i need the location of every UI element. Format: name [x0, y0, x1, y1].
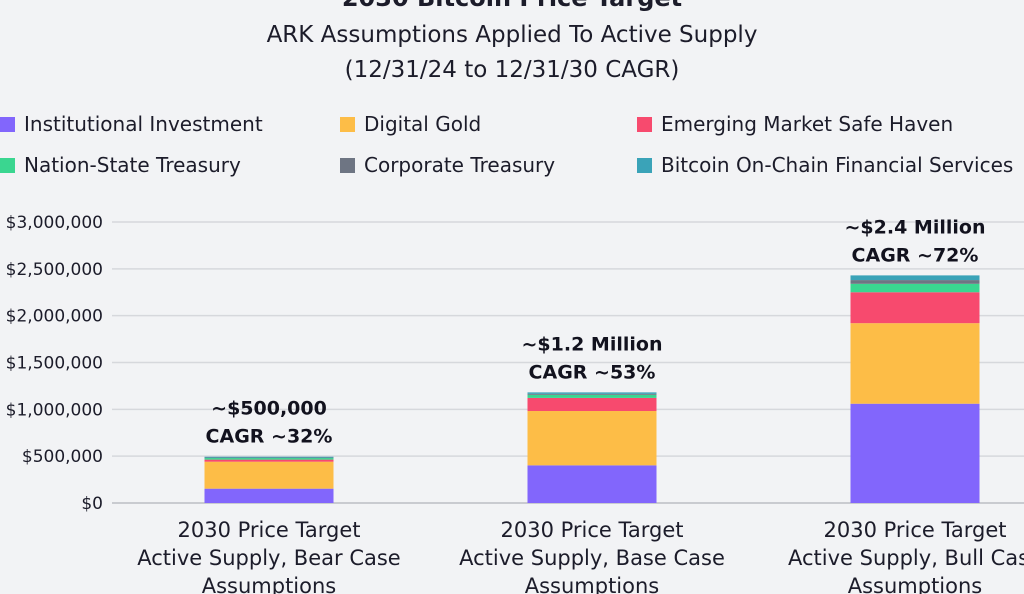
- legend-label: Digital Gold: [364, 112, 482, 136]
- bar-segment: [527, 394, 657, 398]
- legend-item: Emerging Market Safe Haven: [637, 112, 953, 136]
- legend-swatch: [340, 116, 355, 132]
- bar-segment: [527, 397, 657, 412]
- x-tick-label: Active Supply, Bear Case: [137, 546, 400, 570]
- x-tick-label: Active Supply, Base Case: [459, 546, 725, 570]
- bar-segment: [527, 392, 657, 394]
- bar-segment: [850, 292, 980, 324]
- x-tick-label: 2030 Price Target: [178, 518, 361, 542]
- x-tick-label: Assumptions: [848, 574, 983, 594]
- bar-segment: [204, 488, 334, 503]
- legend-item: Nation-State Treasury: [0, 153, 241, 177]
- data-label: ~$1.2 Million: [522, 333, 663, 355]
- chart-subtitle-1: ARK Assumptions Applied To Active Supply: [266, 22, 758, 48]
- bar-segment: [527, 465, 657, 503]
- data-label: ~$2.4 Million: [845, 216, 986, 238]
- legend-label: Institutional Investment: [24, 112, 263, 136]
- bar-segment: [527, 411, 657, 466]
- bar-segment: [204, 458, 334, 460]
- y-tick-label: $2,000,000: [6, 307, 103, 327]
- bar-segment: [850, 283, 980, 293]
- legend-label: Emerging Market Safe Haven: [661, 112, 954, 136]
- legend-item: Digital Gold: [340, 112, 481, 136]
- x-tick-label: Active Supply, Bull Case: [788, 546, 1024, 570]
- y-tick-label: $2,500,000: [6, 260, 103, 280]
- bar-segment: [850, 323, 980, 404]
- data-label: ~$500,000: [211, 398, 327, 420]
- legend-swatch: [340, 157, 355, 173]
- x-tick-label: 2030 Price Target: [501, 518, 684, 542]
- x-tick-label: Assumptions: [202, 574, 337, 594]
- bar-segment: [204, 461, 334, 489]
- y-tick-label: $1,500,000: [6, 354, 103, 374]
- y-tick-label: $1,000,000: [6, 400, 103, 420]
- bar-segment: [850, 403, 980, 503]
- chart-subtitle-2: (12/31/24 to 12/31/30 CAGR): [344, 57, 680, 83]
- legend-swatch: [0, 116, 15, 132]
- legend-swatch: [637, 157, 652, 173]
- x-tick-label: 2030 Price Target: [824, 518, 1007, 542]
- bar-segment: [204, 459, 334, 462]
- y-tick-label: $500,000: [22, 447, 103, 467]
- legend-label: Corporate Treasury: [364, 153, 556, 177]
- x-tick-label: Assumptions: [525, 574, 660, 594]
- bar-segment: [204, 456, 334, 458]
- data-label: CAGR ~72%: [852, 244, 979, 266]
- legend-swatch: [637, 116, 652, 132]
- legend-item: Corporate Treasury: [340, 153, 555, 177]
- bar-segment: [850, 275, 980, 281]
- legend-swatch: [0, 157, 15, 173]
- y-tick-label: $3,000,000: [6, 213, 103, 233]
- data-label: CAGR ~32%: [206, 426, 333, 448]
- bar-segment: [850, 280, 980, 284]
- y-tick-label: $0: [81, 494, 103, 514]
- data-label: CAGR ~53%: [529, 361, 656, 383]
- chart-title: 2030 Bitcoin Price Target: [0, 0, 1024, 12]
- legend-item: Institutional Investment: [0, 112, 263, 136]
- bar-segment: [527, 393, 657, 395]
- legend-label: Bitcoin On-Chain Financial Services: [661, 153, 1014, 177]
- legend-item: Bitcoin On-Chain Financial Services: [637, 153, 1013, 177]
- legend-label: Nation-State Treasury: [24, 153, 241, 177]
